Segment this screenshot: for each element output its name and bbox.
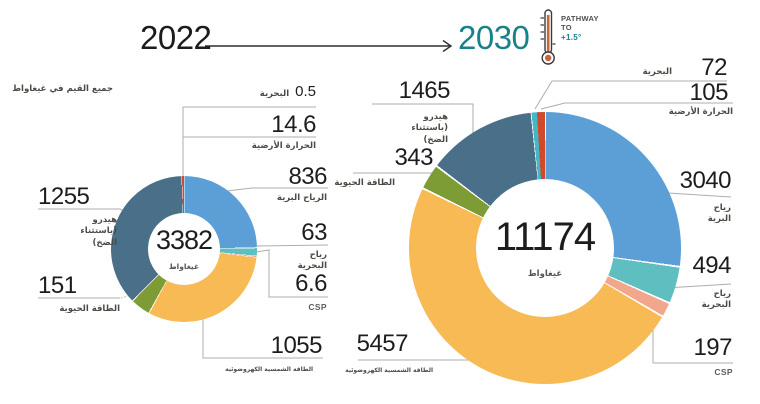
donut-chart-2022: 3382 غيغاواط [111, 176, 257, 322]
marine-label-2030: البحرية [642, 67, 672, 77]
unit-2030: غيغاواط [527, 269, 563, 280]
pathway-caption: PATHWAY TO +1.5° [561, 14, 599, 43]
offshore-wind-value-2022: 63 [301, 219, 327, 246]
hydro-label-2030: هيدرو (باستثناء الضخ) [411, 112, 448, 145]
unit-2022: غيغاواط [168, 262, 200, 272]
year-2022-label: 2022 [140, 19, 212, 56]
solar-pv-value-2030: 5457 [356, 330, 409, 357]
offshore-wind-value-2030: 494 [692, 252, 731, 279]
geothermal-value-2030: 105 [689, 79, 728, 106]
donut-2022-center: 3382 غيغاواط [148, 213, 220, 285]
pathway-line2: TO [561, 23, 572, 33]
offshore-wind-label-2022: رياح البحرية [297, 250, 327, 272]
donut-chart-2030: 11174 غيغاواط [409, 112, 681, 384]
solar-pv-label-2030: الطاقة الشمسية الكهروضوئية [345, 367, 433, 374]
bioenergy-value-2022: 151 [38, 272, 77, 299]
marine-label-2022: البحرية [259, 89, 290, 99]
timeline-arrow [205, 39, 453, 53]
marine-callout-2022: البحرية 0.5 [260, 84, 316, 99]
csp-value-2030: 197 [693, 334, 732, 361]
solar-pv-label-2022: الطاقة الشمسية الكهروضوئية [225, 366, 313, 373]
total-2030: 11174 [494, 215, 596, 260]
hydro-label-2022: هيدرو (باستثناء الضخ) [80, 215, 117, 248]
geothermal-label-2030: الحرارة الأرضية [668, 107, 733, 117]
onshore-wind-label-2030: رياح البرية [707, 203, 731, 225]
units-note: جميع القيم في غيغاواط [12, 84, 113, 94]
hydro-value-2022: 1255 [38, 183, 90, 210]
csp-label-2022: CSP [308, 302, 327, 312]
onshore-wind-label-2022: الرياح البرية [276, 193, 327, 203]
bioenergy-value-2030: 343 [394, 144, 433, 171]
solar-pv-value-2022: 1055 [270, 332, 323, 359]
total-2022: 3382 [155, 225, 213, 256]
csp-value-2022: 6.6 [295, 270, 327, 297]
onshore-wind-value-2030: 3040 [679, 167, 732, 194]
bioenergy-label-2022: الطاقة الحيوية [59, 304, 120, 314]
donut-2030-center: 11174 غيغاواط [476, 179, 614, 317]
hydro-value-2030: 1465 [398, 77, 451, 104]
offshore-wind-label-2030: رياح البحرية [701, 289, 731, 311]
marine-value-2022: 0.5 [295, 83, 316, 100]
year-2030-label: 2030 [458, 19, 530, 56]
bioenergy-label-2030: الطاقة الحيوية [334, 178, 395, 188]
marine-value-2030: 72 [701, 54, 727, 81]
onshore-wind-value-2022: 836 [288, 163, 327, 190]
csp-label-2030: CSP [714, 367, 733, 377]
pathway-line1: PATHWAY [561, 14, 599, 23]
pathway-target: +1.5° [561, 32, 582, 42]
geothermal-label-2022: الحرارة الأرضية [251, 141, 316, 151]
thermometer-icon [540, 9, 556, 65]
geothermal-value-2022: 14.6 [271, 111, 316, 138]
